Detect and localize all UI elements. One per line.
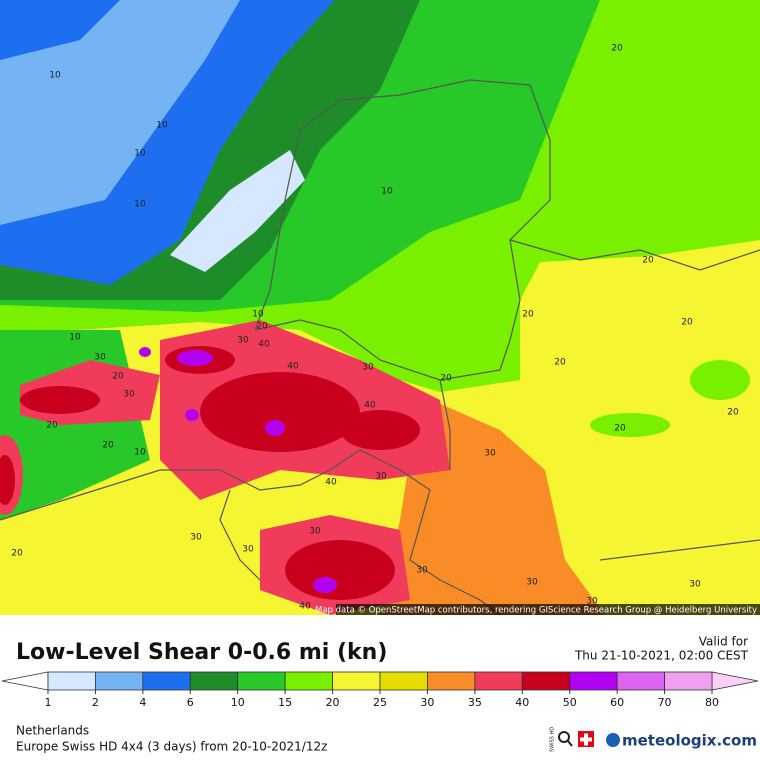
contour-label: 20 — [522, 310, 534, 320]
legend-swatch — [379, 671, 428, 691]
legend-tick-label: 30 — [420, 696, 434, 709]
legend-swatch — [95, 671, 144, 691]
contour-label: 30 — [484, 449, 496, 459]
contour-label: 30 — [309, 527, 321, 537]
legend-swatch — [237, 671, 286, 691]
map: 10 10 10 10 10 20 20 20 20 20 20 20 20 20 20 20 20 30 30 30… — [0, 0, 760, 616]
contour-label: 20 — [554, 358, 566, 368]
contour-label: 40 — [325, 478, 337, 488]
attribution: Map data © OpenStreetMap contributors, r… — [315, 606, 757, 616]
legend-tick-label: 80 — [705, 696, 719, 709]
contour-label: 10 — [134, 200, 146, 210]
legend-swatch — [427, 671, 476, 691]
contour-label: 30 — [94, 353, 106, 363]
contour-label: 40 — [258, 340, 270, 350]
legend-tick-label: 10 — [231, 696, 245, 709]
contour-label: 10 — [69, 333, 81, 343]
contour-label: 10 — [134, 448, 146, 458]
search-icon-handle — [567, 740, 573, 747]
legend-tick-label: 20 — [326, 696, 340, 709]
legend-swatch — [569, 671, 618, 691]
legend-tick-label: 6 — [187, 696, 194, 709]
contour-label: 20 — [46, 421, 58, 431]
contour-label: 20 — [11, 549, 23, 559]
contour-label: 20 — [614, 424, 626, 434]
legend-tick-label: 4 — [139, 696, 146, 709]
contour-label: 30 — [586, 597, 598, 607]
legend-swatch — [474, 671, 523, 691]
contour-label: 10 — [252, 310, 264, 320]
contour-label: 10 — [156, 121, 168, 131]
contour-label: 30 — [689, 580, 701, 590]
legend-tick-label: 15 — [278, 696, 292, 709]
contour-label: 10 — [49, 71, 61, 81]
logo: meteologix.com — [622, 732, 757, 750]
contour-label: 20 — [102, 441, 114, 451]
legend-tick-label: 35 — [468, 696, 482, 709]
contour-label: 20 — [727, 408, 739, 418]
valid-label: Valid for — [699, 635, 748, 649]
contour-label: 40 — [287, 362, 299, 372]
legend-tick-label: 60 — [610, 696, 624, 709]
contour-label: 40 — [364, 401, 376, 411]
title: Low-Level Shear 0-0.6 mi (kn) — [16, 640, 387, 665]
legend-swatch — [142, 671, 191, 691]
contour-label: 10 — [134, 149, 146, 159]
legend-swatch — [616, 671, 665, 691]
region: Netherlands — [16, 724, 89, 738]
legend-swatch — [47, 671, 96, 691]
legend-swatch — [189, 671, 239, 691]
contour-label: 30 — [362, 363, 374, 373]
legend-tick-label: 25 — [373, 696, 387, 709]
contour-label: 30 — [123, 390, 135, 400]
contour-label: 20 — [440, 374, 452, 384]
legend-swatch — [521, 671, 571, 691]
legend-tick-label: 70 — [658, 696, 672, 709]
contour-label: 30 — [237, 336, 249, 346]
badge: SWISS HD — [550, 727, 556, 752]
logo-icon — [606, 733, 620, 747]
contour-label: 30 — [375, 472, 387, 482]
contour-label: 30 — [416, 566, 428, 576]
contour-label: 20 — [112, 372, 124, 382]
legend-under — [1, 671, 49, 691]
contour-label: 30 — [190, 533, 202, 543]
search-icon — [558, 731, 570, 743]
contour-label: 30 — [242, 545, 254, 555]
legend-over — [711, 671, 759, 691]
contour-label: 20 — [681, 318, 693, 328]
legend-tick-label: 50 — [563, 696, 577, 709]
contour-label: 20 — [642, 256, 654, 266]
swiss-cross — [580, 733, 592, 746]
legend-tick-label: 2 — [92, 696, 99, 709]
contour-label: 40 — [299, 602, 311, 612]
legend-swatch — [284, 671, 333, 691]
valid-time: Thu 21-10-2021, 02:00 CEST — [574, 649, 749, 663]
legend-swatch — [332, 671, 381, 691]
model: Europe Swiss HD 4x4 (3 days) from 20-10-… — [16, 740, 327, 754]
legend-tick-label: 40 — [515, 696, 529, 709]
contour-label: 30 — [526, 578, 538, 588]
contour-label: 20 — [611, 44, 623, 54]
contour-label: 10 — [381, 187, 393, 197]
legend: 1 2 4 6 10 15 20 25 30 35 40 50 60 70 80 — [1, 671, 759, 709]
legend-swatch — [664, 671, 713, 691]
legend-tick-label: 1 — [45, 696, 52, 709]
contour-label: 20 — [256, 322, 268, 332]
